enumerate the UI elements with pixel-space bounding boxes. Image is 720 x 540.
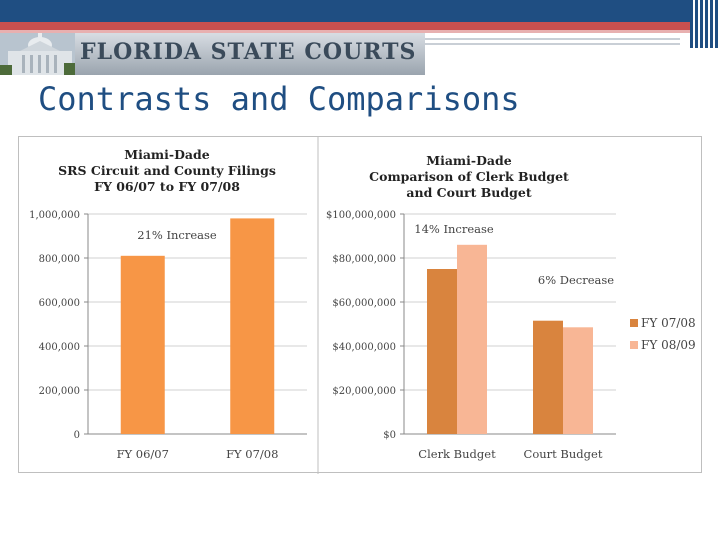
chart2-y-tick-label: $40,000,000 (332, 342, 396, 353)
chart1-x-tick-label: FY 07/08 (226, 447, 278, 461)
chart1-bar (230, 218, 275, 434)
chart1-y-tick-label: 0 (74, 430, 80, 441)
chart2-x-tick-label: Court Budget (524, 447, 603, 461)
chart2-x-tick-label: Clerk Budget (418, 447, 496, 461)
chart2-title-line: and Court Budget (406, 185, 531, 200)
chart1-y-tick-label: 200,000 (39, 386, 80, 397)
courthouse-icon (0, 33, 75, 75)
chart2-legend-swatch (630, 341, 638, 349)
chart2-y-tick-label: $0 (383, 430, 396, 441)
chart1-y-tick-label: 1,000,000 (29, 210, 80, 221)
chart2-y-tick-label: $60,000,000 (332, 298, 396, 309)
chart2-legend-swatch (630, 319, 638, 327)
corner-stripes (690, 0, 720, 48)
chart1-title-line: Miami-Dade (124, 147, 210, 162)
chart1-title-line: SRS Circuit and County Filings (58, 163, 276, 178)
chart1-bar (120, 255, 165, 434)
chart2-bar-1 (533, 320, 563, 434)
chart1-annotation: 21% Increase (137, 228, 217, 242)
banner-lines (425, 38, 680, 48)
chart1-y-tick-label: 800,000 (39, 254, 80, 265)
chart2-legend-label: FY 07/08 (641, 316, 696, 330)
chart1-title-line: FY 06/07 to FY 07/08 (94, 179, 240, 194)
top-bar (0, 0, 720, 22)
banner-title: FLORIDA STATE COURTS (80, 39, 417, 65)
chart1-y-tick-label: 600,000 (39, 298, 80, 309)
chart1-x-tick-label: FY 06/07 (117, 447, 169, 461)
page-title: Contrasts and Comparisons (38, 80, 520, 118)
chart2-y-tick-label: $20,000,000 (332, 386, 396, 397)
chart1-y-tick-label: 400,000 (39, 342, 80, 353)
chart2-bar-1 (427, 269, 457, 434)
chart2-y-tick-label: $80,000,000 (332, 254, 396, 265)
chart2-y-tick-label: $100,000,000 (326, 210, 396, 221)
chart2-bar-2 (457, 244, 487, 434)
accent-stripe (0, 22, 720, 30)
chart-frame: Miami-Dade SRS Circuit and County Filings… (18, 136, 702, 474)
chart2-title-line: Comparison of Clerk Budget (369, 169, 569, 184)
chart2-annotation: 14% Increase (414, 222, 494, 236)
chart2-legend-label: FY 08/09 (641, 338, 696, 352)
chart2-annotation: 6% Decrease (538, 273, 614, 287)
chart2-title-line: Miami-Dade (426, 153, 512, 168)
chart2-bar-2 (563, 327, 593, 434)
accent-stripe-light (0, 30, 720, 33)
